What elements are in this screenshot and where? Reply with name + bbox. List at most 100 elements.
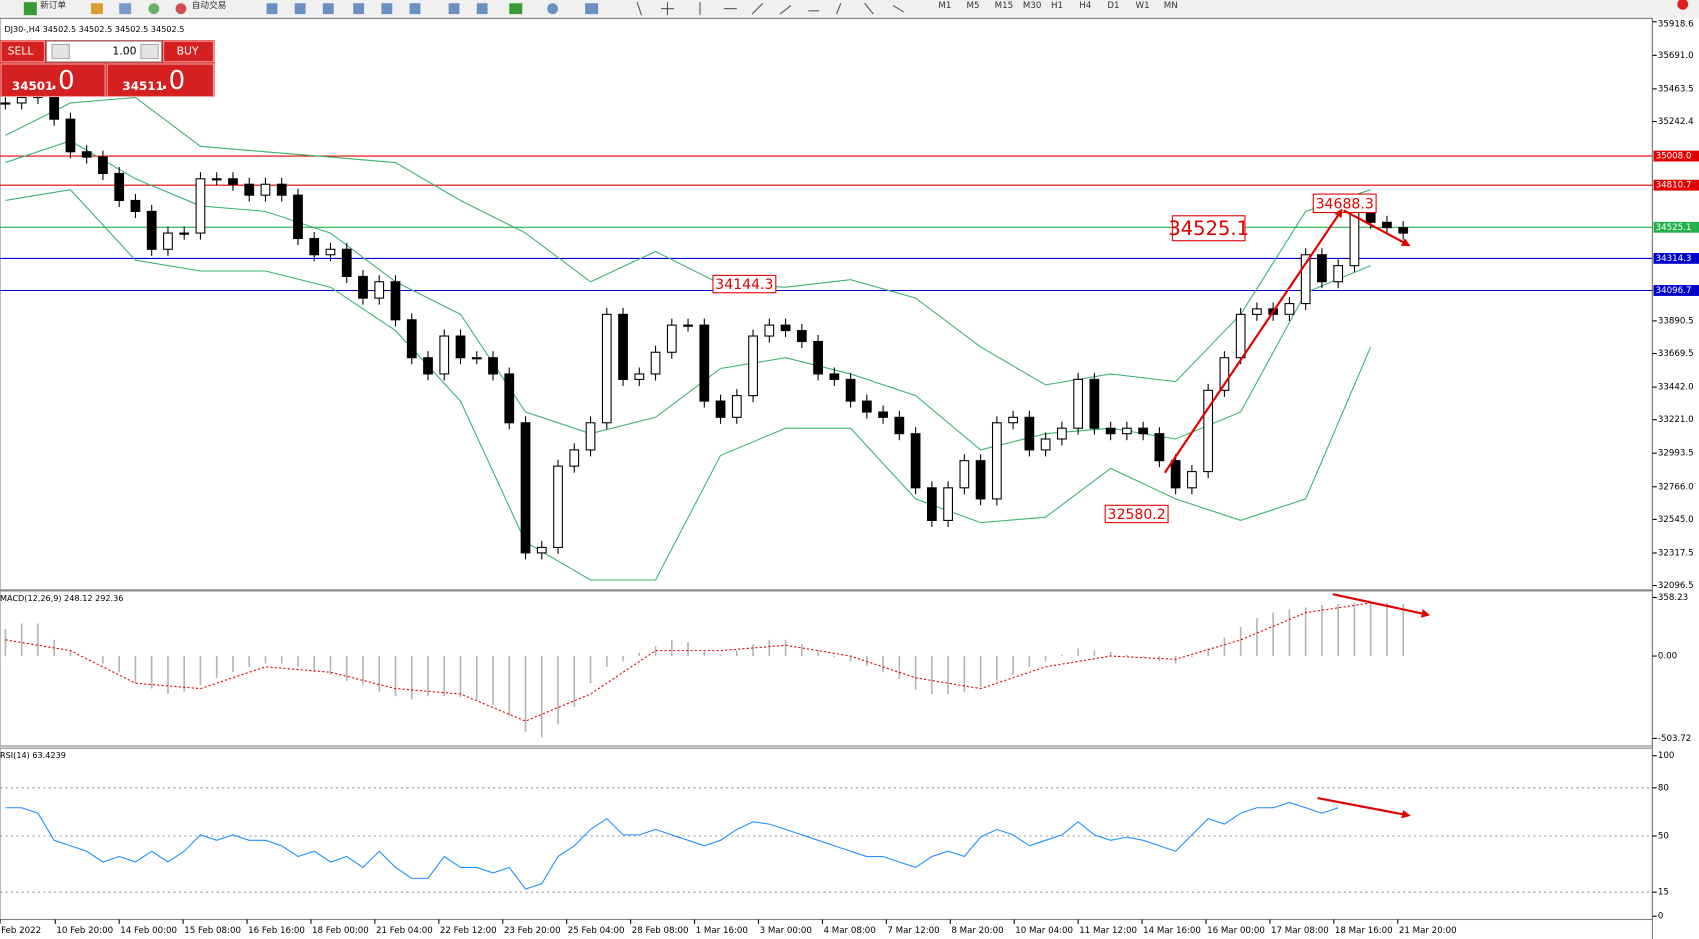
timeframe-button[interactable]: W1: [1136, 1, 1150, 11]
candle-body: [1024, 416, 1035, 451]
x-tick-label: 10 Feb 20:00: [56, 926, 113, 936]
y-tick-label: -503.72: [1658, 734, 1691, 744]
tool-icon[interactable]: [448, 3, 460, 15]
lot-up[interactable]: [140, 43, 159, 60]
chart-header: DJ30-,H4 34502.5 34502.5 34502.5 34502.5: [4, 24, 184, 34]
candle-body: [1203, 389, 1214, 473]
x-tick-label: 25 Feb 04:00: [568, 926, 625, 936]
x-tick-label: 23 Feb 20:00: [504, 926, 561, 936]
tool-icon[interactable]: [476, 3, 488, 15]
tool-icon[interactable]: [119, 3, 132, 15]
candle-body: [228, 178, 238, 185]
lot-value[interactable]: 1.00: [112, 45, 136, 58]
x-tick-label: 15 Feb 08:00: [184, 926, 241, 936]
candle-body: [878, 411, 888, 418]
candle-body: [764, 324, 775, 337]
x-tick-label: 18 Mar 16:00: [1335, 926, 1393, 936]
macd-header: MACD(12,26,9) 248.12 292.36: [0, 593, 123, 603]
candle-body: [455, 335, 466, 359]
level-label-box: [1653, 179, 1699, 191]
tool-icon[interactable]: [322, 3, 334, 15]
tool-icon[interactable]: [266, 3, 278, 15]
timeframe-button[interactable]: MN: [1164, 1, 1178, 11]
candle-body: [390, 281, 401, 321]
auto-trading-button[interactable]: 自动交易: [192, 0, 227, 11]
candle-body: [423, 357, 433, 375]
tool-icon[interactable]: [409, 3, 421, 15]
tool-icon[interactable]: [91, 3, 103, 15]
new-order-icon[interactable]: [23, 2, 37, 16]
tool-icon[interactable]: [509, 3, 523, 15]
cursor-tool[interactable]: [636, 1, 642, 16]
auto-trading-icon[interactable]: [175, 3, 187, 15]
tool-icon[interactable]: [381, 3, 393, 15]
annotation-box: [1312, 193, 1377, 214]
timeframe-button[interactable]: M5: [967, 1, 980, 11]
sell-label[interactable]: SELL: [8, 45, 34, 58]
arrow-tool[interactable]: [892, 4, 904, 13]
tool-icon[interactable]: [547, 3, 559, 15]
timeframe-button[interactable]: H4: [1079, 1, 1092, 11]
annotation-box: [712, 274, 777, 294]
candle-body: [618, 313, 628, 380]
y-tick-label: 33890.5: [1658, 316, 1694, 326]
candle-body: [81, 151, 92, 158]
new-order-button[interactable]: 新订单: [40, 0, 66, 11]
buy-label[interactable]: BUY: [177, 45, 199, 58]
candle-body: [293, 194, 303, 240]
timeframe-button[interactable]: M1: [938, 1, 951, 11]
candle-body: [406, 319, 417, 359]
candle-body: [553, 465, 563, 548]
candle-body: [748, 335, 758, 397]
ask-price-fraction[interactable]: .0: [160, 66, 185, 96]
y-tick-label: 32317.5: [1658, 548, 1694, 558]
buy-price-box[interactable]: [106, 63, 215, 98]
ask-price[interactable]: 34511: [122, 79, 163, 93]
lot-down[interactable]: [51, 43, 70, 60]
sell-button[interactable]: [0, 40, 45, 63]
annotation: 32580.2: [1108, 507, 1166, 523]
candle-body: [1235, 313, 1246, 359]
buy-button[interactable]: [163, 40, 215, 63]
tool-icon[interactable]: [148, 3, 160, 15]
text-tool[interactable]: [835, 3, 842, 15]
candle-body: [1089, 378, 1100, 429]
bid-price[interactable]: 34501: [12, 79, 53, 93]
candle-body: [65, 118, 76, 153]
timeframe-button[interactable]: M30: [1023, 1, 1041, 11]
x-tick-label: 14 Mar 16:00: [1143, 926, 1201, 936]
channel-tool[interactable]: [779, 4, 792, 15]
candle-body: [98, 156, 108, 175]
bid-price-fraction[interactable]: .0: [50, 66, 75, 96]
y-tick-label: 35918.6: [1658, 19, 1694, 29]
x-tick-label: 14 Feb 00:00: [120, 926, 177, 936]
label-tool[interactable]: [864, 2, 874, 15]
y-tick-label: 100: [1658, 751, 1675, 761]
level-label-box: [1653, 150, 1699, 162]
level-label: 34525.1: [1656, 223, 1692, 233]
x-tick-label: 10 Mar 04:00: [1015, 926, 1073, 936]
tool-icon[interactable]: [585, 3, 599, 15]
one-click-trading: SELL 1.00 BUY 34501 .0 34511 .0: [0, 40, 215, 98]
tool-icon[interactable]: [294, 3, 306, 15]
x-tick-label: 28 Feb 08:00: [632, 926, 689, 936]
tool-icon[interactable]: [353, 3, 365, 15]
y-tick-label: 33669.5: [1658, 349, 1694, 359]
timeframe-bar: M1 M5 M15 M30 H1 H4 D1 W1 MN: [938, 1, 1177, 11]
timeframe-button[interactable]: M15: [995, 1, 1013, 11]
candle-body: [488, 357, 498, 375]
timeframe-button[interactable]: D1: [1107, 1, 1119, 11]
candle-body: [130, 199, 141, 212]
lot-input[interactable]: [46, 40, 162, 63]
candle-body: [894, 416, 905, 435]
sell-price-box[interactable]: [0, 63, 106, 98]
level-label-box: [1653, 221, 1699, 233]
candle-body: [260, 183, 271, 196]
y-tick-label: 0: [1658, 912, 1664, 922]
candle-body: [845, 378, 856, 402]
trendline-tool[interactable]: [751, 2, 764, 15]
timeframe-button[interactable]: H1: [1051, 1, 1063, 11]
x-tick-label: 21 Feb 04:00: [376, 926, 433, 936]
